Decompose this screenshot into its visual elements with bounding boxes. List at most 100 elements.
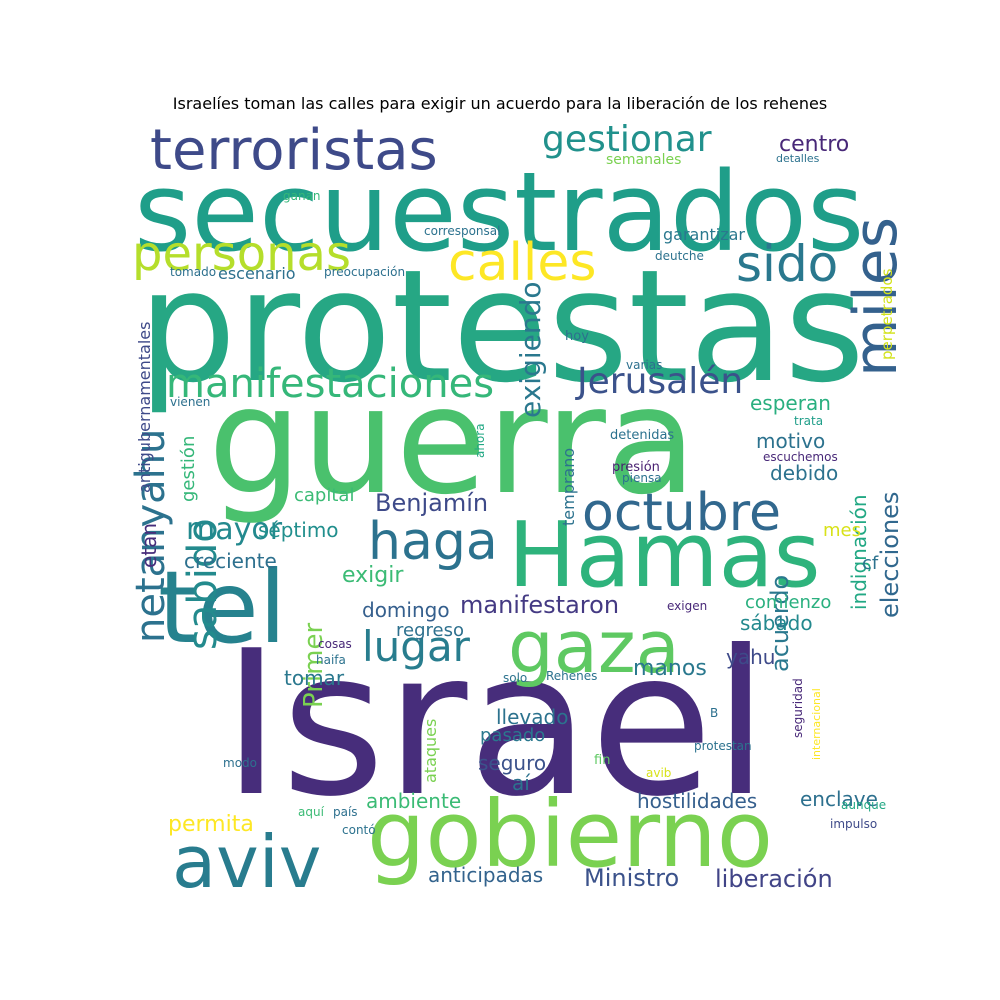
word-escuchemos: escuchemos: [763, 450, 838, 464]
word-indignacion: indignación: [847, 494, 871, 610]
word-guerra: guerra: [208, 355, 697, 527]
word-sabido: sabido: [180, 518, 226, 650]
word-antigubernamentales: antigubernamentales: [135, 322, 154, 493]
word-rehenes: Rehenes: [546, 669, 597, 683]
word-haifa: haifa: [316, 653, 346, 667]
word-septimo: séptimo: [258, 518, 339, 542]
word-benjamin: Benjamín: [375, 489, 488, 517]
word-etan: etan: [137, 523, 161, 568]
word-creciente: creciente: [184, 549, 277, 573]
word-secuestrados: secuestrados: [134, 148, 864, 276]
word-debido: debido: [770, 461, 838, 485]
word-miles: miles: [841, 217, 911, 377]
word-domingo: domingo: [362, 598, 450, 622]
word-sido: sido: [736, 235, 838, 293]
word-gaza: gaza: [508, 605, 680, 689]
word-israel: Israel: [222, 608, 769, 841]
word-acuerdo: acuerdo: [766, 575, 794, 672]
word-lugar: lugar: [362, 622, 471, 671]
word-manos: manos: [633, 656, 707, 681]
word-anticipadas: anticipadas: [428, 863, 543, 887]
word-escenario: escenario: [218, 264, 296, 283]
word-conto: contó: [342, 823, 376, 837]
word-cosas: cosas: [318, 637, 352, 651]
word-jerusalen: Jerusalén: [575, 361, 743, 402]
word-exigiendo: exigiendo: [514, 281, 547, 418]
word-manifestaron: manifestaron: [460, 591, 619, 619]
word-garantizar: garantizar: [663, 225, 745, 244]
word-netanyahu: netanyahu: [128, 429, 174, 643]
word-octubre: octubre: [582, 483, 781, 543]
word-aunque: aunque: [841, 798, 886, 812]
word-centro: centro: [779, 132, 849, 157]
word-b: B: [710, 706, 718, 720]
word-llevado: llevado: [496, 705, 568, 729]
word-ai: aí: [512, 771, 531, 795]
word-haga: haga: [368, 512, 498, 572]
word-temprano: temprano: [559, 448, 578, 526]
word-tel: tel: [158, 549, 287, 666]
word-mayor: mayor: [186, 512, 283, 547]
word-capital: capital: [294, 485, 354, 506]
word-terroristas: terroristas: [150, 118, 438, 183]
word-exigir: exigir: [342, 563, 404, 588]
word-detalles: detalles: [776, 152, 820, 165]
word-modo: modo: [223, 756, 257, 770]
word-motivo: motivo: [756, 429, 825, 453]
word-protestan: protestan: [694, 739, 752, 753]
word-permita: permita: [168, 812, 254, 837]
word-calles: calles: [448, 233, 596, 293]
word-liberacion: liberación: [715, 865, 833, 893]
word-tomado: tomado: [170, 265, 216, 279]
word-ministro: Ministro: [584, 864, 679, 892]
word-hamas: Hamas: [508, 503, 821, 608]
word-detenidas: detenidas: [610, 428, 674, 443]
word-hostilidades: hostilidades: [637, 789, 757, 813]
word-aqui: aquí: [298, 805, 325, 819]
word-semanales: semanales: [606, 152, 681, 168]
word-tomar: tomar: [284, 666, 345, 690]
word-deutche: deutche: [655, 249, 704, 263]
word-ahora: ahora: [473, 423, 487, 458]
word-seguro: seguro: [478, 751, 546, 775]
word-internacional: internacional: [810, 688, 823, 760]
word-gobierno: gobierno: [367, 781, 773, 888]
word-impulso: impulso: [830, 817, 877, 831]
word-personas: personas: [132, 226, 351, 282]
word-ganan: ganan: [283, 189, 321, 203]
word-preocupacion: preocupación: [324, 265, 405, 279]
word-solo: solo: [503, 671, 527, 685]
word-comienzo: comienzo: [745, 592, 831, 613]
word-presion: presión: [612, 460, 660, 475]
word-vienen: vienen: [170, 395, 210, 409]
word-hoy: hoy: [565, 329, 589, 344]
chart-title: Israelíes toman las calles para exigir u…: [172, 94, 828, 113]
word-yahu: yahu: [726, 645, 775, 669]
word-perpetrados: perpetrados: [878, 268, 896, 360]
word-gestion: gestión: [178, 436, 199, 502]
word-avib: avib: [646, 766, 671, 780]
word-trata: trata: [794, 414, 823, 428]
word-manifestaciones: manifestaciones: [166, 361, 494, 407]
word-aviv: aviv: [172, 820, 321, 904]
word-pasado: pasado: [480, 725, 545, 746]
word-mes: mes: [823, 520, 861, 541]
word-regreso: regreso: [396, 620, 464, 641]
word-piensa: piensa: [622, 471, 662, 485]
word-ambiente: ambiente: [366, 789, 461, 813]
word-elecciones: elecciones: [876, 492, 904, 618]
word-corresponsal: corresponsal: [424, 224, 500, 238]
word-seguridad: seguridad: [791, 678, 805, 738]
word-varias: varias: [626, 358, 662, 372]
word-primer: Primer: [299, 623, 329, 708]
word-esperan: esperan: [750, 391, 831, 415]
word-cf: cf: [862, 553, 879, 574]
word-fin: fin: [594, 753, 610, 768]
word-sabado: sábado: [740, 611, 813, 635]
word-enclave: enclave: [800, 787, 878, 811]
word-pais: país: [333, 805, 358, 819]
word-protestas: protestas: [138, 236, 865, 417]
word-gestionar: gestionar: [542, 119, 712, 160]
word-exigen: exigen: [667, 599, 707, 613]
